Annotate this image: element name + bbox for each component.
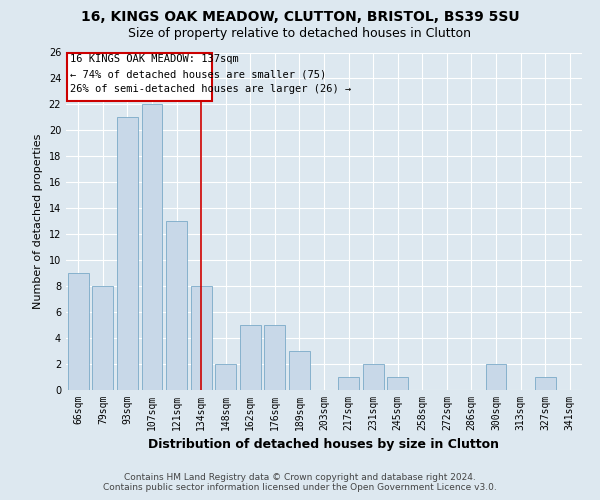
Bar [265, 325, 286, 390]
Bar [338, 377, 359, 390]
Bar [240, 325, 261, 390]
Bar [68, 273, 89, 390]
Bar [387, 377, 408, 390]
Text: 26% of semi-detached houses are larger (26) →: 26% of semi-detached houses are larger (… [70, 84, 351, 94]
Text: Size of property relative to detached houses in Clutton: Size of property relative to detached ho… [128, 28, 472, 40]
Text: ← 74% of detached houses are smaller (75): ← 74% of detached houses are smaller (75… [70, 70, 326, 80]
FancyBboxPatch shape [67, 52, 212, 100]
Bar [166, 221, 187, 390]
Bar [92, 286, 113, 390]
Y-axis label: Number of detached properties: Number of detached properties [33, 134, 43, 309]
Bar [215, 364, 236, 390]
Bar [362, 364, 383, 390]
Bar [289, 351, 310, 390]
Text: Contains HM Land Registry data © Crown copyright and database right 2024.
Contai: Contains HM Land Registry data © Crown c… [103, 473, 497, 492]
Bar [117, 118, 138, 390]
Bar [191, 286, 212, 390]
Text: 16, KINGS OAK MEADOW, CLUTTON, BRISTOL, BS39 5SU: 16, KINGS OAK MEADOW, CLUTTON, BRISTOL, … [80, 10, 520, 24]
Bar [142, 104, 163, 390]
X-axis label: Distribution of detached houses by size in Clutton: Distribution of detached houses by size … [149, 438, 499, 452]
Bar [485, 364, 506, 390]
Text: 16 KINGS OAK MEADOW: 137sqm: 16 KINGS OAK MEADOW: 137sqm [70, 54, 238, 64]
Bar [535, 377, 556, 390]
